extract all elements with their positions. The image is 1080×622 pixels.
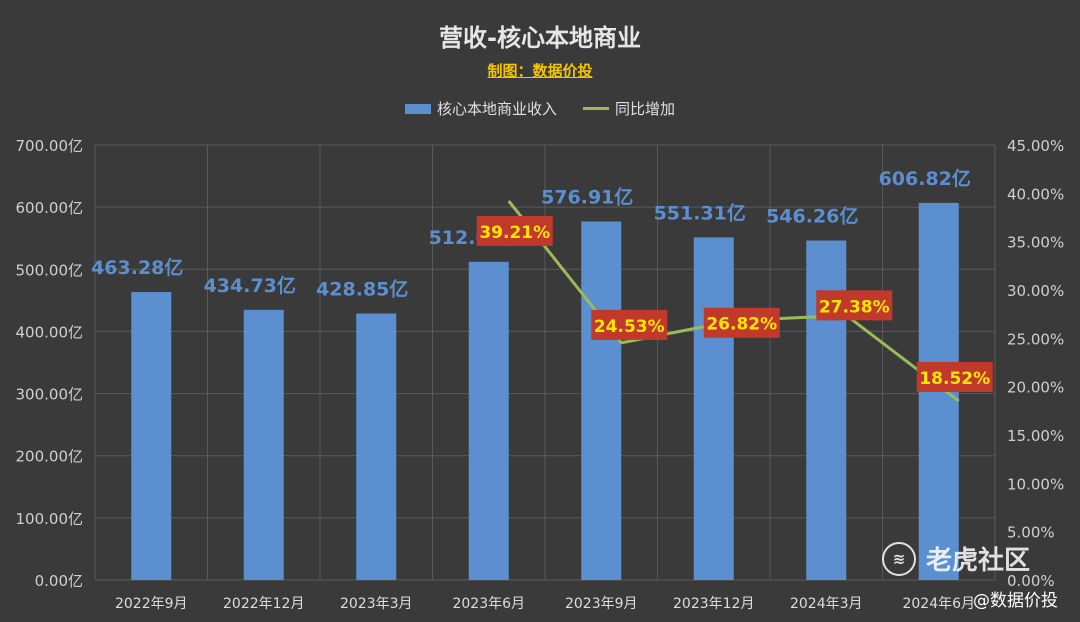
bar-data-label: 546.26亿: [766, 205, 858, 228]
x-tick-label: 2024年6月: [902, 596, 975, 612]
y-right-tick-label: 10.00%: [1007, 475, 1064, 493]
watermark: ≋ 老虎社区: [881, 540, 1030, 577]
y-right-tick-label: 40.00%: [1007, 185, 1064, 203]
x-tick-label: 2023年6月: [452, 596, 525, 612]
bar-data-label: 434.73亿: [204, 274, 296, 297]
line-label-box: [591, 309, 668, 340]
line-label-box: [916, 361, 993, 392]
line-data-label: 18.52%: [919, 369, 990, 389]
line-data-label: 39.21%: [479, 223, 550, 243]
y-left-tick-label: 500.00亿: [16, 261, 84, 279]
x-tick-label: 2024年3月: [790, 596, 863, 612]
y-left-tick-label: 400.00亿: [16, 323, 84, 341]
y-left-tick-label: 200.00亿: [16, 448, 84, 466]
x-tick-label: 2022年9月: [115, 596, 188, 612]
watermark-handle: @数据价投: [973, 591, 1058, 611]
chart-title: 营收-核心本地商业: [439, 24, 641, 52]
legend: 核心本地商业收入 同比增加: [0, 98, 1080, 119]
legend-swatch-revenue: [404, 103, 431, 114]
y-right-tick-label: 0.00%: [1007, 572, 1055, 590]
tiger-logo-icon: ≋: [881, 541, 916, 576]
legend-label-yoy: 同比增加: [615, 100, 676, 118]
y-right-tick-label: 5.00%: [1007, 524, 1055, 542]
y-right-tick-label: 35.00%: [1007, 234, 1064, 252]
bar-data-label: 428.85亿: [316, 278, 408, 301]
watermark-text: 老虎社区: [925, 546, 1030, 576]
chart-subtitle: 制图：数据价投: [487, 62, 593, 80]
bar-revenue: [243, 309, 284, 580]
legend-item-revenue: 核心本地商业收入: [404, 98, 557, 119]
y-left-tick-label: 100.00亿: [16, 510, 84, 528]
y-left-tick-label: 600.00亿: [16, 199, 84, 217]
line-data-label: 24.53%: [594, 317, 665, 337]
bar-data-label: 551.31亿: [654, 201, 746, 224]
bar-data-label: 576.91亿: [541, 185, 633, 208]
y-right-tick-label: 30.00%: [1007, 282, 1064, 300]
y-left-tick-label: 700.00亿: [16, 137, 84, 155]
x-tick-label: 2022年12月: [223, 596, 304, 612]
line-label-box: [703, 307, 780, 338]
bar-revenue: [468, 261, 509, 580]
y-right-tick-label: 20.00%: [1007, 379, 1064, 397]
y-left-tick-label: 300.00亿: [16, 386, 84, 404]
x-tick-label: 2023年9月: [565, 596, 638, 612]
line-label-box: [476, 215, 553, 246]
bar-revenue: [693, 237, 734, 580]
line-data-label: 27.38%: [819, 297, 890, 317]
legend-item-yoy: 同比增加: [583, 98, 675, 119]
line-label-box: [816, 290, 893, 321]
legend-label-revenue: 核心本地商业收入: [436, 100, 557, 118]
bar-data-label: 463.28亿: [91, 256, 183, 279]
bar-revenue: [356, 313, 397, 580]
bar-revenue: [131, 292, 172, 580]
line-data-label: 26.82%: [706, 315, 777, 335]
bar-data-label: 606.82亿: [879, 167, 971, 190]
y-right-tick-label: 15.00%: [1007, 427, 1064, 445]
x-tick-label: 2023年3月: [340, 596, 413, 612]
legend-swatch-yoy: [583, 107, 609, 110]
bar-revenue: [581, 221, 622, 580]
y-right-tick-label: 25.00%: [1007, 330, 1064, 348]
x-tick-label: 2023年12月: [673, 596, 754, 612]
y-right-tick-label: 45.00%: [1007, 137, 1064, 155]
y-left-tick-label: 0.00亿: [35, 572, 83, 590]
